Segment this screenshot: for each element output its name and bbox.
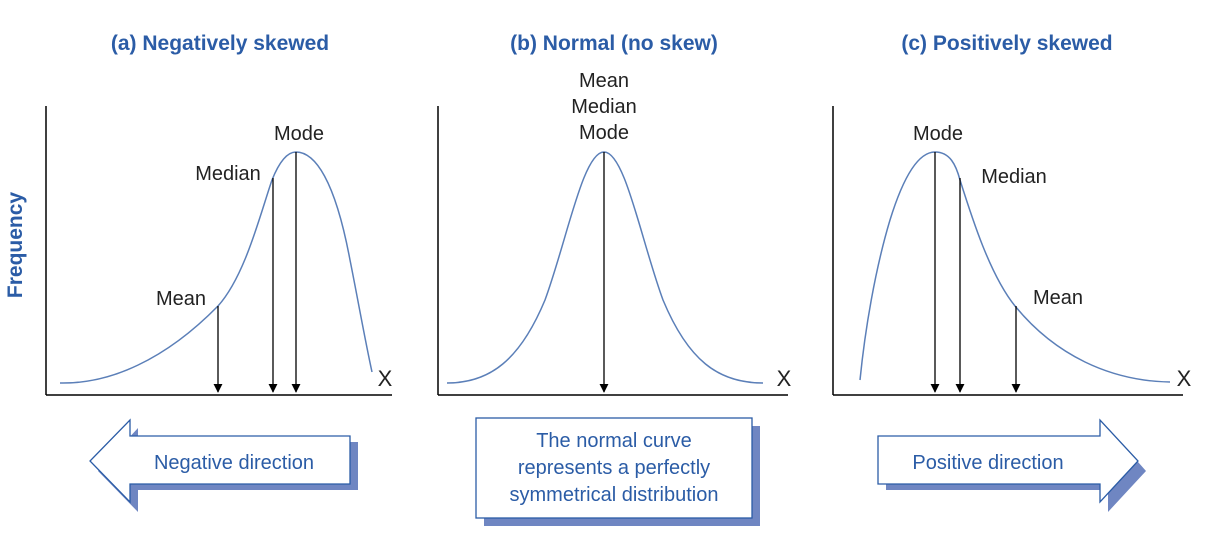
panel-a-mode-label: Mode [274,123,324,145]
panel-c-mode-label: Mode [913,123,963,145]
panel-a-title: (a) Negatively skewed [111,32,329,55]
panel-b-mean-label: Mean [579,70,629,92]
panel-b-mode-label: Mode [579,122,629,144]
description-box-body [475,417,753,519]
panel-a-mean-label: Mean [156,288,206,310]
panel-negatively-skewed: (a) Negatively skewed Mode Median Mean X… [45,32,393,512]
panel-b-curve [446,151,764,384]
panel-normal: (b) Normal (no skew) Mean Median Mode X … [437,32,792,526]
normal-description-box: The normal curve represents a perfectly … [475,417,760,526]
negative-direction-arrow: Negative direction [89,418,358,512]
description-line-1: The normal curve [536,430,692,452]
panel-b-x-label: X [777,366,792,391]
positive-direction-arrow: Positive direction [877,418,1146,512]
description-line-2: represents a perfectly [518,457,710,479]
panel-positively-skewed: (c) Positively skewed Mode Median Mean X… [832,32,1192,512]
panel-b-title: (b) Normal (no skew) [510,32,718,55]
panel-c-title: (c) Positively skewed [901,32,1112,55]
panel-a-curve [59,151,373,384]
panel-b-median-label: Median [571,96,637,118]
positive-arrow-body [877,418,1139,504]
panel-c-median-label: Median [981,166,1047,188]
panel-a-x-label: X [378,366,393,391]
positive-direction-label: Positive direction [912,452,1063,474]
y-axis-label: Frequency [4,192,27,299]
panel-c-curve [859,151,1171,383]
panel-c-x-label: X [1177,366,1192,391]
panel-c-mean-label: Mean [1033,287,1083,309]
negative-direction-label: Negative direction [154,452,314,474]
panel-a-median-label: Median [195,163,261,185]
description-line-3: symmetrical distribution [510,484,719,506]
negative-arrow-body [89,418,351,504]
